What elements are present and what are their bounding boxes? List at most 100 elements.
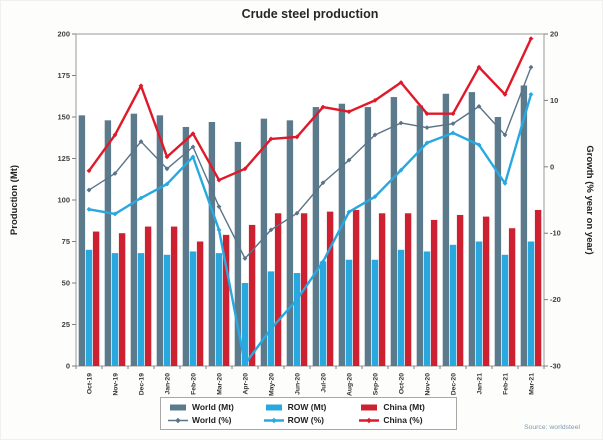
line-marker bbox=[450, 111, 456, 117]
x-tick-label: Aug-20 bbox=[347, 373, 354, 396]
line-marker bbox=[398, 80, 404, 85]
line-path bbox=[88, 66, 532, 260]
bar bbox=[442, 93, 450, 366]
line-marker bbox=[424, 140, 430, 146]
legend-swatch-icon bbox=[170, 404, 186, 410]
bar bbox=[182, 126, 190, 367]
x-tick-label: Dec-19 bbox=[139, 373, 146, 396]
line-marker bbox=[216, 204, 222, 210]
line-marker bbox=[242, 361, 248, 367]
line-marker bbox=[190, 154, 196, 160]
line-marker bbox=[190, 144, 196, 150]
x-tick-label: Oct-20 bbox=[399, 373, 406, 394]
line-marker bbox=[424, 125, 430, 131]
bar bbox=[144, 226, 152, 366]
legend-item-china-mt-: China (Mt) bbox=[358, 401, 450, 413]
legend-item-row-: ROW (%) bbox=[263, 414, 355, 426]
y-right-tick-label: -30 bbox=[550, 362, 561, 371]
line-marker bbox=[294, 297, 300, 302]
bar bbox=[390, 97, 398, 366]
line-marker bbox=[86, 206, 92, 212]
legend-swatch-icon bbox=[265, 404, 282, 410]
bar bbox=[534, 209, 542, 366]
line-marker bbox=[138, 83, 144, 89]
legend-line-icon bbox=[359, 417, 380, 423]
y-left-tick-label: 25 bbox=[62, 320, 70, 329]
line-marker bbox=[138, 139, 144, 144]
bar bbox=[208, 121, 216, 366]
chart-title: Crude steel production bbox=[241, 7, 379, 21]
y-right-tick-label: 20 bbox=[550, 30, 558, 39]
line-marker bbox=[346, 109, 352, 115]
series-world-mt--bars bbox=[78, 85, 528, 367]
y-left-tick-label: 75 bbox=[62, 237, 70, 246]
line-marker bbox=[190, 131, 196, 136]
legend-label: World (Mt) bbox=[192, 402, 234, 412]
y-right-tick-label: -10 bbox=[550, 229, 561, 238]
x-tick-label: Sep-20 bbox=[373, 373, 380, 396]
line-marker bbox=[476, 64, 482, 70]
line-marker bbox=[502, 181, 508, 186]
bar bbox=[274, 213, 282, 366]
bar bbox=[508, 228, 516, 366]
legend-item-china-: China (%) bbox=[358, 414, 450, 426]
bar bbox=[352, 209, 360, 366]
line-marker bbox=[164, 166, 170, 172]
line-path bbox=[88, 94, 533, 366]
line-marker bbox=[242, 166, 248, 172]
x-tick-label: Mar-20 bbox=[217, 373, 224, 395]
y-left-tick-label: 200 bbox=[57, 30, 70, 39]
x-tick-label: Apr-20 bbox=[243, 373, 250, 395]
line-marker bbox=[294, 134, 300, 140]
line-marker bbox=[320, 180, 326, 186]
bar bbox=[371, 259, 379, 366]
line-marker bbox=[346, 157, 352, 163]
line-marker bbox=[86, 187, 92, 193]
bar bbox=[319, 261, 327, 366]
bar bbox=[475, 241, 483, 366]
legend-item-row-mt-: ROW (Mt) bbox=[263, 401, 355, 413]
bar bbox=[260, 118, 268, 366]
line-marker bbox=[268, 326, 274, 332]
legend-line-icon bbox=[263, 417, 284, 423]
bar bbox=[404, 213, 412, 366]
line-path bbox=[88, 38, 533, 182]
x-tick-label: Dec-20 bbox=[451, 373, 458, 396]
bar bbox=[104, 120, 112, 366]
bar bbox=[293, 273, 301, 366]
x-tick-label: Nov-20 bbox=[425, 373, 432, 396]
x-tick-label: Jan-20 bbox=[165, 373, 172, 395]
legend-label: World (%) bbox=[192, 415, 232, 425]
y-right-tick-label: -20 bbox=[550, 295, 561, 304]
x-tick-label: Feb-20 bbox=[191, 373, 198, 395]
x-tick-label: May-20 bbox=[269, 373, 276, 396]
bar bbox=[170, 226, 178, 366]
bar bbox=[338, 103, 346, 366]
bar bbox=[326, 211, 334, 366]
bar bbox=[494, 117, 502, 366]
line-marker bbox=[138, 195, 144, 201]
bar bbox=[468, 92, 476, 366]
y-left-axis-title: Production (Mt) bbox=[9, 165, 20, 235]
line-marker bbox=[216, 227, 222, 233]
line-marker bbox=[268, 227, 274, 233]
line-marker bbox=[372, 98, 378, 103]
line-marker bbox=[450, 121, 456, 127]
bar bbox=[92, 231, 100, 366]
x-tick-label: Jul-20 bbox=[321, 373, 328, 393]
bar bbox=[423, 251, 431, 366]
x-tick-label: Jun-20 bbox=[295, 373, 302, 395]
source-label: Source: worldsteel bbox=[524, 424, 580, 431]
line-marker bbox=[320, 104, 326, 110]
legend-swatch-icon bbox=[361, 404, 378, 410]
legend-label: China (Mt) bbox=[383, 402, 425, 412]
y-right-axis-title: Growth (% year on year) bbox=[584, 145, 595, 254]
bar bbox=[234, 141, 242, 366]
bar bbox=[78, 115, 86, 366]
bar bbox=[241, 283, 249, 366]
line-marker bbox=[398, 120, 404, 126]
line-marker bbox=[294, 210, 300, 216]
series-world--line bbox=[86, 64, 534, 261]
